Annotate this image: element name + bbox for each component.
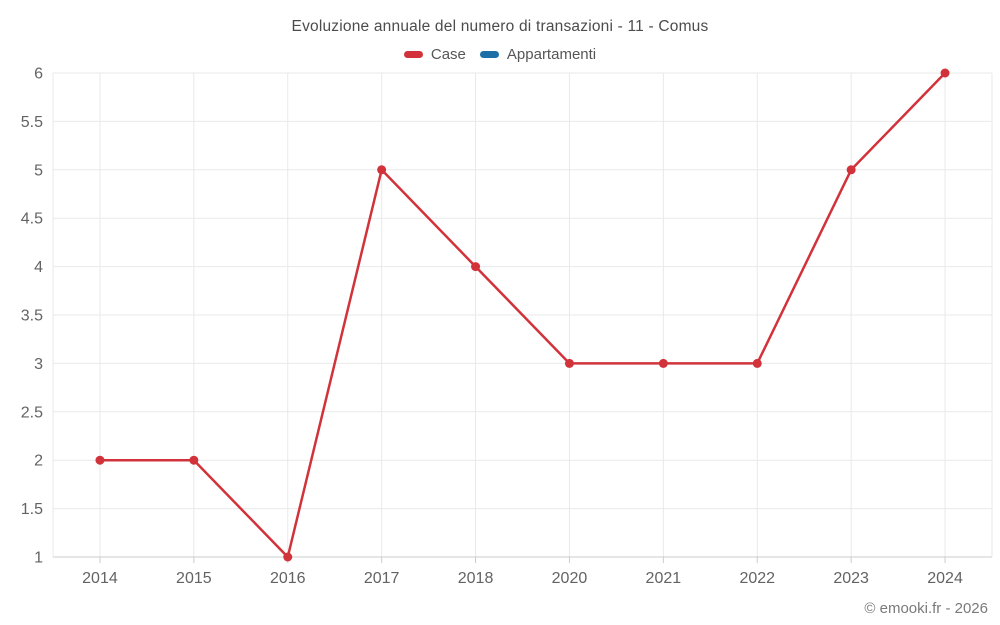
- data-point-case[interactable]: [564, 358, 574, 368]
- data-point-case[interactable]: [377, 165, 387, 175]
- y-axis-tick-label: 2: [34, 453, 43, 470]
- x-axis-tick-label: 2022: [739, 570, 775, 587]
- legend: Case Appartamenti: [0, 46, 1000, 63]
- y-axis-tick-label: 1: [34, 550, 43, 567]
- case-series-swatch-icon: [403, 51, 423, 58]
- x-axis-tick-label: 2017: [364, 570, 400, 587]
- x-axis-tick-label: 2016: [270, 570, 306, 587]
- x-axis-tick-label: 2024: [927, 570, 963, 587]
- x-axis-tick-label: 2021: [646, 570, 682, 587]
- y-axis-tick-label: 2.5: [21, 404, 43, 421]
- data-point-case[interactable]: [189, 455, 199, 465]
- y-axis-tick-label: 1.5: [21, 501, 43, 518]
- footer-credit: © emooki.fr - 2026: [864, 600, 988, 617]
- x-axis-tick-label: 2020: [552, 570, 588, 587]
- x-axis-tick-label: 2023: [833, 570, 869, 587]
- y-axis-tick-label: 3.5: [21, 308, 43, 325]
- y-axis-tick-label: 6: [34, 66, 43, 83]
- x-axis-tick-label: 2018: [458, 570, 494, 587]
- y-axis-tick-label: 3: [34, 356, 43, 373]
- data-point-case[interactable]: [283, 552, 293, 562]
- x-axis-tick-label: 2015: [176, 570, 212, 587]
- y-axis-tick-label: 5: [34, 162, 43, 179]
- data-point-case[interactable]: [658, 358, 668, 368]
- y-axis-tick-label: 5.5: [21, 114, 43, 131]
- data-point-case[interactable]: [95, 455, 105, 465]
- data-point-case[interactable]: [940, 68, 950, 78]
- data-point-case[interactable]: [471, 262, 481, 272]
- legend-item-case[interactable]: Case: [403, 46, 466, 63]
- chart-title: Evoluzione annuale del numero di transaz…: [291, 18, 709, 35]
- y-axis-tick-label: 4: [34, 259, 43, 276]
- legend-item-appartamenti[interactable]: Appartamenti: [479, 46, 597, 63]
- y-axis-tick-label: 4.5: [21, 211, 43, 228]
- data-point-case[interactable]: [752, 358, 762, 368]
- legend-label-appartamenti: Appartamenti: [506, 46, 597, 63]
- x-axis-tick-label: 2014: [82, 570, 118, 587]
- series-line-case: [98, 71, 947, 559]
- data-point-case[interactable]: [846, 165, 856, 175]
- legend-label-case: Case: [430, 46, 466, 63]
- appartamenti-series-swatch-icon: [479, 51, 499, 58]
